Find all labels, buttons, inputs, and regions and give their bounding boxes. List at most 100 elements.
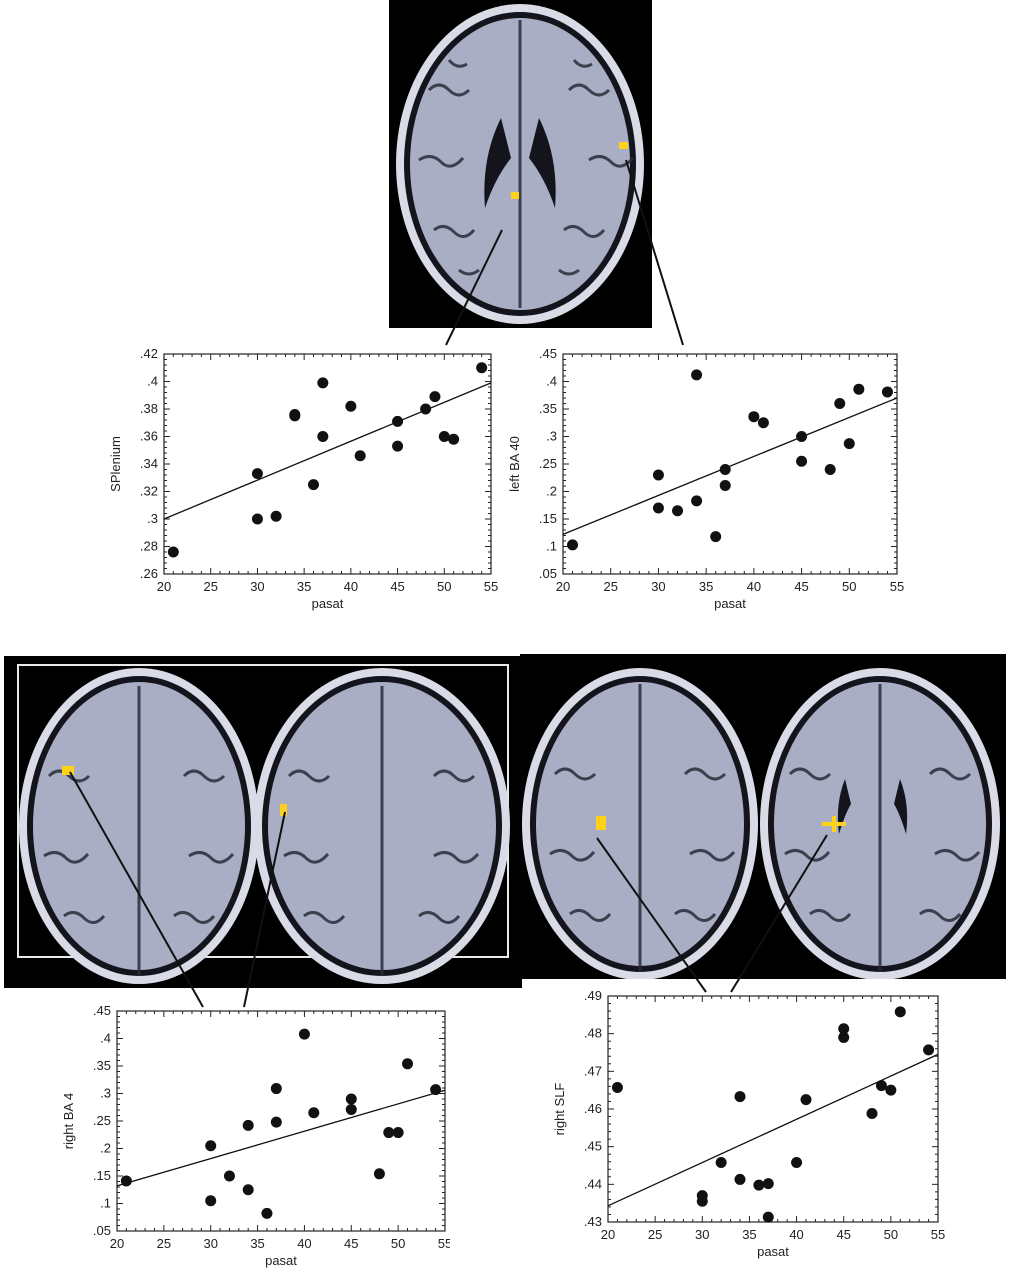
data-point	[923, 1044, 935, 1056]
y-tick-label: .45	[93, 1003, 111, 1018]
axial-slice-bottom-left-b	[254, 668, 510, 984]
data-point	[734, 1173, 746, 1185]
x-tick-label: 30	[695, 1227, 709, 1242]
data-point	[307, 479, 319, 491]
data-point	[345, 1103, 357, 1115]
data-point	[205, 1140, 217, 1152]
data-point	[672, 505, 684, 517]
data-point	[838, 1023, 850, 1035]
data-point	[392, 415, 404, 427]
x-tick-label: 25	[603, 579, 617, 594]
highlight-left-ba40	[619, 142, 628, 149]
x-axis-label: pasat	[757, 1244, 789, 1259]
data-point	[843, 438, 855, 450]
data-point	[796, 455, 808, 467]
y-tick-label: .36	[140, 429, 158, 444]
x-tick-label: 55	[438, 1236, 450, 1251]
data-point	[251, 513, 263, 525]
data-point	[696, 1195, 708, 1207]
x-tick-label: 25	[157, 1236, 171, 1251]
data-point	[652, 502, 664, 514]
data-point	[345, 400, 357, 412]
x-tick-label: 35	[699, 579, 713, 594]
y-tick-label: .3	[546, 429, 557, 444]
y-tick-label: .32	[140, 484, 158, 499]
y-tick-label: .3	[100, 1086, 111, 1101]
data-point	[748, 411, 760, 423]
data-point	[834, 398, 846, 409]
x-tick-label: 25	[203, 579, 217, 594]
y-tick-label: .25	[93, 1113, 111, 1128]
y-axis-label: right SLF	[552, 1083, 567, 1136]
data-point	[420, 403, 432, 415]
plot-frame	[562, 353, 898, 575]
y-tick-label: .1	[546, 539, 557, 554]
data-point	[734, 1091, 746, 1103]
data-point	[824, 464, 836, 475]
y-tick-label: .05	[93, 1223, 111, 1238]
x-tick-label: 50	[884, 1227, 898, 1242]
data-point	[317, 431, 329, 442]
y-tick-label: .35	[93, 1058, 111, 1073]
data-point	[402, 1058, 414, 1070]
y-axis-label: right BA 4	[61, 1093, 76, 1149]
data-point	[289, 409, 301, 420]
data-point	[894, 1006, 906, 1018]
y-tick-label: .3	[147, 511, 158, 526]
y-tick-label: .1	[100, 1196, 111, 1211]
data-point	[715, 1156, 727, 1168]
y-tick-label: .38	[140, 401, 158, 416]
y-tick-label: .26	[140, 566, 158, 581]
y-tick-label: .05	[539, 566, 557, 581]
x-tick-label: 45	[836, 1227, 850, 1242]
data-point	[298, 1028, 310, 1040]
data-point	[120, 1175, 132, 1187]
y-tick-label: .4	[147, 374, 158, 389]
scatter-right-slf: 20 25 30 35 40 45 50 55 .43 .44 .45 .46 .47 .48 .49 pas…	[552, 988, 945, 1259]
x-tick-label: 45	[794, 579, 808, 594]
y-tick-label: .45	[539, 346, 557, 361]
x-tick-label: 45	[344, 1236, 358, 1251]
data-point	[719, 464, 731, 475]
x-tick-label: 25	[648, 1227, 662, 1242]
data-point	[242, 1119, 254, 1131]
x-tick-label: 30	[651, 579, 665, 594]
data-point	[167, 546, 179, 558]
data-point	[392, 440, 404, 452]
data-point	[251, 468, 263, 480]
data-point	[223, 1170, 235, 1182]
data-point	[885, 1084, 897, 1096]
data-point	[392, 1127, 404, 1139]
y-tick-label: .4	[546, 374, 557, 389]
data-point	[429, 391, 441, 403]
x-tick-label: 50	[437, 579, 451, 594]
x-tick-label: 55	[931, 1227, 945, 1242]
data-point	[476, 362, 488, 374]
data-point	[270, 510, 282, 522]
x-tick-label: 35	[297, 579, 311, 594]
y-tick-label: .45	[584, 1139, 602, 1154]
data-point	[691, 369, 703, 381]
data-point	[317, 377, 329, 389]
data-point	[875, 1080, 887, 1092]
data-point	[448, 433, 460, 445]
data-point	[762, 1211, 774, 1223]
y-tick-label: .4	[100, 1031, 111, 1046]
data-point	[345, 1093, 357, 1105]
highlight-splenium	[511, 192, 519, 199]
data-point	[438, 431, 450, 442]
data-point	[611, 1082, 623, 1094]
scatter-left-ba40: 20 25 30 35 40 45 50 55 .05 .1 .15 .2 .25 .3 .35 .4 .45 p…	[507, 346, 904, 611]
x-tick-label: 50	[842, 579, 856, 594]
x-tick-label: 55	[484, 579, 498, 594]
axial-slice-bottom-left-panel	[4, 656, 522, 988]
axial-slice-bottom-left-a	[19, 668, 259, 984]
x-axis-label: pasat	[312, 596, 344, 611]
data-point	[866, 1108, 878, 1120]
data-point	[308, 1107, 320, 1119]
data-point	[242, 1184, 254, 1196]
data-point	[354, 450, 366, 462]
y-tick-label: .25	[539, 456, 557, 471]
x-tick-label: 40	[344, 579, 358, 594]
y-tick-label: .44	[584, 1176, 602, 1191]
